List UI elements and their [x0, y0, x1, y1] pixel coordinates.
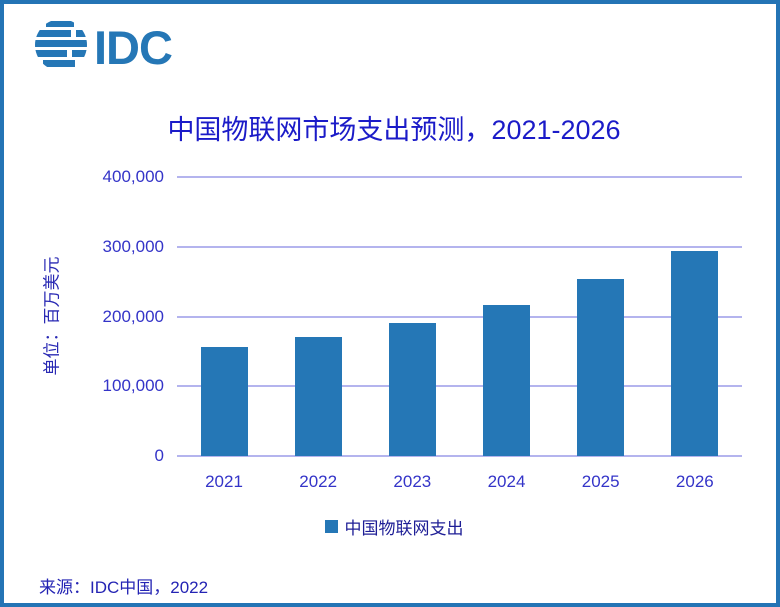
bar-2026	[671, 250, 719, 456]
x-tick-label-2025: 2025	[581, 472, 620, 491]
plot-area	[177, 176, 742, 457]
gridline-0	[177, 455, 742, 457]
y-tick-label-200000: 200,000	[102, 306, 164, 326]
bar-2025	[577, 278, 625, 456]
legend-label: 中国物联网支出	[344, 519, 464, 538]
legend-swatch-icon	[324, 520, 338, 533]
bar-2022	[294, 337, 342, 456]
bar-2021	[200, 346, 248, 456]
y-tick-label-400000: 400,000	[102, 167, 164, 186]
idc-logo: IDC	[34, 18, 173, 77]
idc-logo-text: IDC	[94, 20, 173, 74]
gridline-400000	[177, 176, 742, 178]
y-tick-label-300000: 300,000	[102, 236, 164, 256]
x-tick-label-2022: 2022	[299, 472, 338, 491]
y-tick-label-0: 0	[154, 446, 164, 465]
chart-legend: 中国物联网支出	[4, 514, 780, 539]
gridline-200000	[177, 315, 742, 318]
x-tick-label-2023: 2023	[393, 472, 432, 491]
source-note: 来源：IDC中国，2022	[39, 578, 209, 597]
idc-globe-icon	[34, 18, 88, 77]
x-tick-label-2026: 2026	[675, 472, 714, 491]
chart-title: 中国物联网市场支出预测，2021-2026	[167, 115, 621, 145]
bar-2023	[388, 323, 436, 456]
x-tick-label-2021: 2021	[205, 472, 243, 491]
gridline-100000	[177, 385, 742, 388]
bar-2024	[483, 304, 531, 456]
x-tick-label-2024: 2024	[487, 472, 526, 491]
gridline-300000	[177, 245, 742, 248]
y-tick-label-100000: 100,000	[102, 376, 164, 396]
